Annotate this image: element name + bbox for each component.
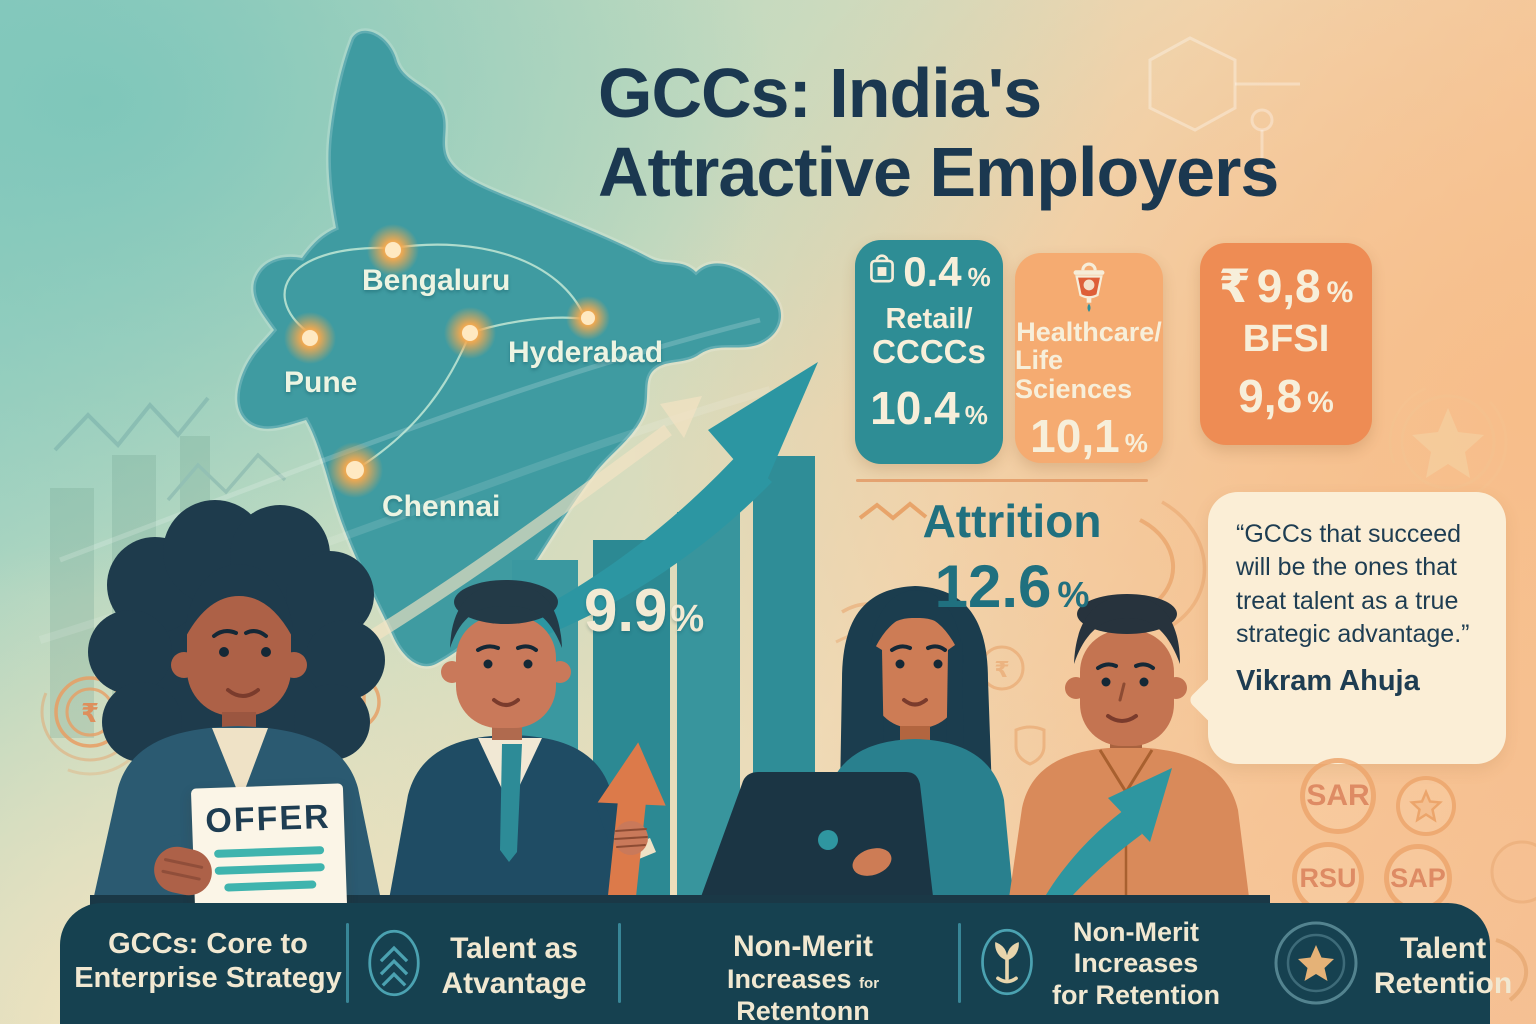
laptop (698, 772, 934, 905)
rupee-glyph: ₹ (81, 698, 99, 728)
circuit-pattern (1148, 36, 1300, 170)
footer-item-non-merit-1: Non-Merit Increases for Retentonn (726, 930, 880, 1024)
star-circle-icon (1274, 921, 1358, 1005)
quote-text: “GCCs that succeed will be the ones that… (1236, 520, 1470, 648)
footer-item-talent-advantage: Talent as Atvantage (441, 932, 587, 1001)
city-label-pune: Pune (284, 366, 358, 399)
footer-item-non-merit-2: Non-Merit Increases for Retention (1052, 917, 1220, 1010)
offer-text-line (214, 846, 325, 858)
faint-shield-icon (1014, 725, 1046, 766)
offer-letter: OFFER (190, 783, 348, 913)
page-title: GCCs: India's Attractive Employers (598, 54, 1279, 212)
footer-item-core-strategy: GCCs: Core to Enterprise Strategy (74, 928, 342, 995)
star-badge-icon (1396, 776, 1456, 836)
briefcase-lock-icon (870, 254, 895, 283)
zigzag-doodle (858, 501, 928, 521)
badge-sap: SAP (1384, 844, 1452, 912)
quote-bubble: “GCCs that succeed will be the ones that… (1187, 492, 1506, 764)
rupee-icon: ₹ (1218, 260, 1251, 312)
city-label-hyderabad: Hyderabad (508, 336, 664, 369)
quote-author: Vikram Ahuja (1236, 665, 1420, 697)
woman-hand (852, 848, 892, 876)
city-glow-dots (284, 224, 610, 498)
figure-man-suit (388, 580, 656, 905)
stat-card-retail: 0.4 % Retail/ CCCCs 10.4 % (855, 240, 1003, 464)
stat-card-healthcare: Healthcare/ Life Sciences 10,1 % (1015, 253, 1163, 463)
attrition-label: Attrition (922, 495, 1102, 547)
star-watermark (1388, 382, 1508, 502)
city-label-bengaluru: Bengaluru (362, 264, 511, 297)
footer-divider (958, 923, 961, 1003)
star-outline-icon (1409, 789, 1443, 823)
footer-divider (618, 923, 621, 1003)
offer-text-line (214, 863, 325, 875)
sprout-icon (981, 928, 1033, 996)
laptop-logo-dot (818, 830, 838, 850)
title-line1: GCCs: India's (598, 54, 1042, 132)
bell-jar-icon (1073, 262, 1105, 312)
india-map (38, 28, 784, 669)
offer-label: OFFER (204, 797, 332, 841)
growth-percent-label: 9.9 % (584, 577, 705, 644)
city-label-chennai: Chennai (382, 490, 501, 523)
attrition-divider (856, 479, 1148, 482)
footer-divider (346, 923, 349, 1003)
offer-text-line (224, 880, 317, 892)
badge-sar: SAR (1300, 758, 1376, 834)
teal-retention-arrow (1040, 768, 1172, 905)
attrition-stat: Attrition 12.6 % (872, 494, 1152, 621)
footer-item-talent-retention: Talent Retention (1373, 932, 1513, 1001)
man-hand (614, 821, 648, 855)
stat-card-bfsi: ₹ 9,8 % BFSI 9,8 % (1200, 243, 1372, 445)
chevrons-up-icon (368, 929, 420, 997)
footer-strip: GCCs: Core to Enterprise Strategy Talent… (60, 903, 1512, 1024)
title-line2: Attractive Employers (598, 133, 1279, 212)
svg-text:₹: ₹ (994, 657, 1009, 682)
